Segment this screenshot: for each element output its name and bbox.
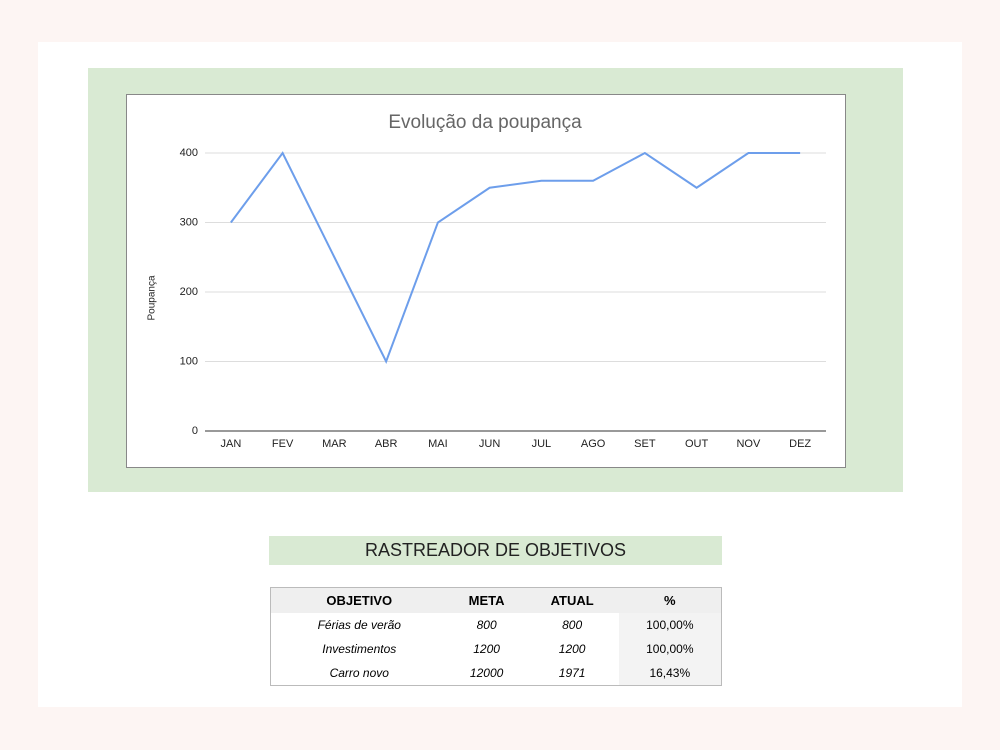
y-tick-label: 200: [180, 286, 198, 298]
chart-frame: [126, 94, 846, 468]
y-tick-label: 100: [180, 355, 198, 367]
x-tick-label: MAI: [428, 438, 448, 450]
table-cell: 1200: [473, 642, 500, 656]
table-cell: Carro novo: [329, 666, 389, 680]
x-tick-label: OUT: [685, 438, 709, 450]
y-tick-label: 400: [180, 147, 198, 159]
y-axis-label: Poupança: [147, 275, 158, 320]
x-tick-label: MAR: [322, 438, 347, 450]
x-tick-label: JAN: [220, 438, 241, 450]
x-tick-label: JUL: [532, 438, 552, 450]
y-tick-label: 300: [180, 216, 198, 228]
x-tick-label: AGO: [581, 438, 606, 450]
table-row: Investimentos 1200 1200 100,00%: [271, 637, 722, 661]
x-tick-label: DEZ: [789, 438, 811, 450]
x-tick-label: JUN: [479, 438, 500, 450]
column-header: ATUAL: [525, 587, 619, 613]
table-row: Carro novo 12000 1971 16,43%: [271, 661, 722, 686]
table-title: RASTREADOR DE OBJETIVOS: [269, 536, 722, 565]
series-line: [230, 151, 801, 365]
table-cell: 1200: [558, 642, 586, 656]
x-tick-label: NOV: [736, 438, 761, 450]
column-header: OBJETIVO: [270, 587, 448, 613]
column-header: %: [618, 587, 722, 613]
column-header: META: [447, 587, 526, 613]
table-cell: 16,43%: [618, 661, 722, 686]
table-cell: 1971: [558, 666, 586, 680]
x-tick-label: SET: [634, 438, 656, 450]
table-cell: Férias de verão: [317, 618, 401, 632]
table-cell: 800: [476, 618, 497, 632]
table-cell: 12000: [469, 666, 504, 680]
x-tick-label: FEV: [272, 438, 294, 450]
y-tick-label: 0: [192, 425, 198, 437]
table-cell: 100,00%: [618, 637, 722, 661]
table-row: Férias de verão 800 800 100,00%: [271, 613, 722, 637]
chart: Evolução da poupança Poupança 0 100 200 300…: [126, 94, 846, 468]
table-cell: 800: [562, 618, 583, 632]
x-tick-label: ABR: [375, 438, 398, 450]
table-cell: Investimentos: [322, 642, 397, 656]
goals-table: OBJETIVO META ATUAL% Férias de verão 800 800…: [270, 587, 722, 686]
table-cell: 100,00%: [618, 613, 722, 637]
chart-title: Evolução da poupança: [388, 112, 582, 133]
header-row: OBJETIVO META ATUAL%: [270, 587, 722, 613]
